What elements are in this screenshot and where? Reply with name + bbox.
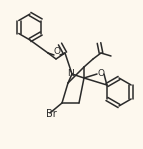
Text: O: O — [98, 69, 105, 79]
Text: N: N — [68, 69, 74, 79]
Text: Br: Br — [46, 109, 57, 119]
Text: O: O — [53, 48, 60, 56]
